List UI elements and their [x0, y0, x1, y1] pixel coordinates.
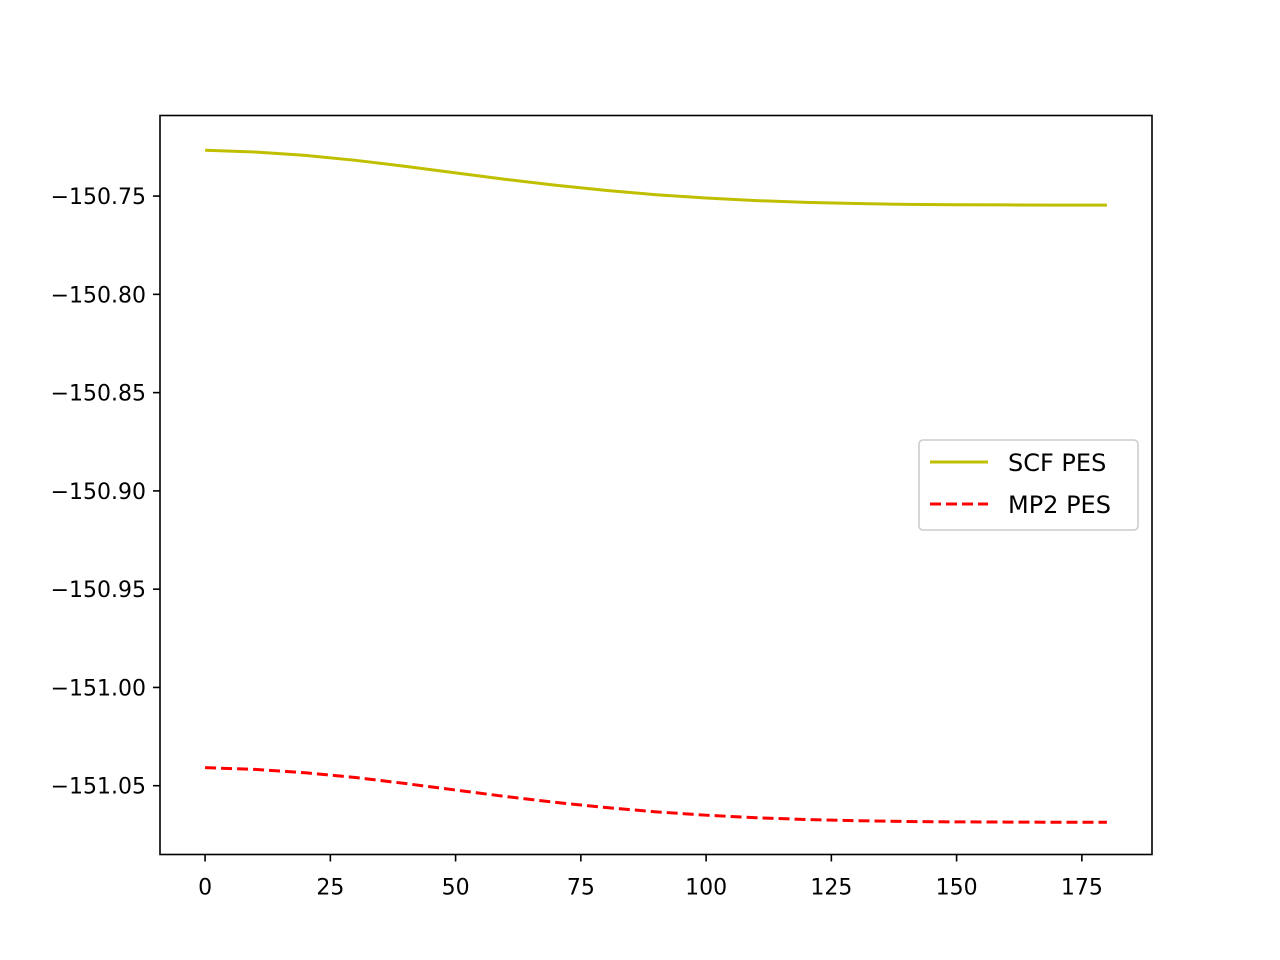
x-tick-label: 125 [810, 876, 852, 901]
x-tick-label: 150 [936, 876, 978, 901]
x-tick-label: 175 [1061, 876, 1103, 901]
series-line-mp2-pes [205, 766, 1107, 824]
series-line-scf-pes [205, 148, 1107, 207]
series-layer [205, 148, 1107, 824]
x-tick-label: 0 [198, 876, 212, 901]
legend-label: SCF PES [1008, 449, 1106, 477]
y-tick-label: −151.05 [51, 775, 146, 800]
y-tick-label: −150.75 [51, 185, 146, 210]
y-tick-label: −150.90 [51, 480, 146, 505]
y-tick-label: −150.95 [51, 578, 146, 603]
x-tick-label: 50 [442, 876, 470, 901]
y-tick-label: −150.80 [51, 283, 146, 308]
x-tick-label: 25 [316, 876, 344, 901]
legend-label: MP2 PES [1008, 491, 1111, 519]
legend: SCF PES MP2 PES [918, 439, 1139, 531]
y-tick-label: −151.00 [51, 676, 146, 701]
y-tick-label: −150.85 [51, 382, 146, 407]
x-tick-label: 75 [567, 876, 595, 901]
plot-frame [159, 114, 1153, 856]
y-axis: −150.75 −150.80 −150.85 −150.90 −150.95 −151.… [51, 185, 160, 800]
x-tick-label: 100 [685, 876, 727, 901]
x-axis: 0 25 50 75 100 125 150 175 [198, 854, 1103, 901]
